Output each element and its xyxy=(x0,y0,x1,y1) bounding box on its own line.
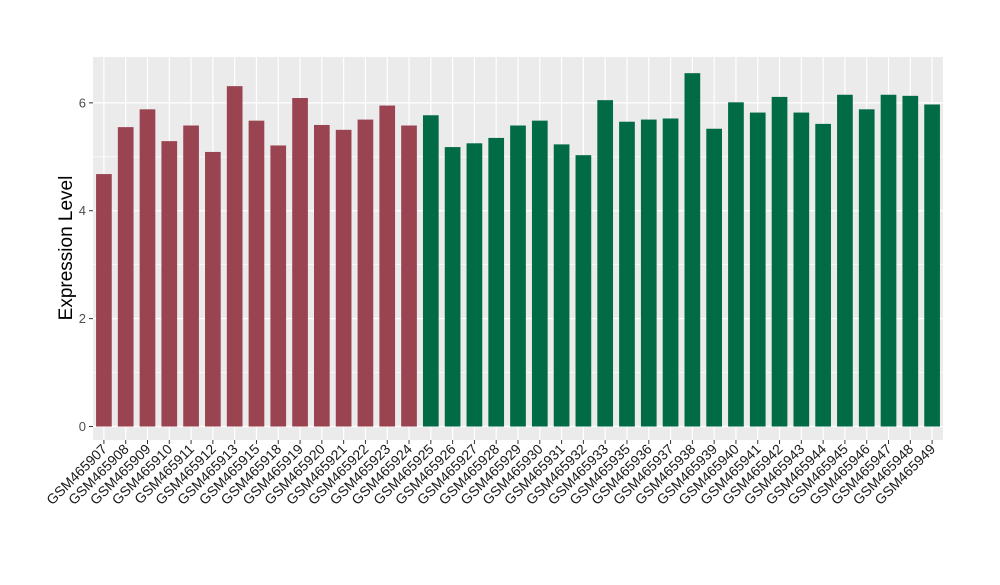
bar-GSM465913 xyxy=(226,86,243,427)
y-axis-title: Expression Level xyxy=(56,176,77,321)
bar-GSM465925 xyxy=(422,115,439,427)
bar-GSM465947 xyxy=(880,94,897,427)
bar-GSM465949 xyxy=(924,104,940,427)
bar-GSM465943 xyxy=(793,112,810,427)
bar-GSM465945 xyxy=(837,94,853,427)
bar-GSM465941 xyxy=(749,112,766,427)
bar-GSM465939 xyxy=(706,128,722,427)
bar-GSM465936 xyxy=(640,119,657,427)
bar-GSM465907 xyxy=(96,174,112,427)
bar-GSM465911 xyxy=(183,125,199,427)
bar-GSM465919 xyxy=(292,97,308,427)
y-tick-label: 0 xyxy=(79,419,86,434)
bar-GSM465921 xyxy=(335,129,352,427)
bar-GSM465929 xyxy=(510,125,526,427)
y-axis: 0 2 4 6 xyxy=(79,95,93,434)
bar-GSM465909 xyxy=(139,109,156,427)
bar-GSM465908 xyxy=(117,127,134,427)
bar-GSM465933 xyxy=(597,100,614,427)
y-tick-label: 4 xyxy=(79,203,86,218)
bar-GSM465926 xyxy=(444,147,461,427)
bar-GSM465948 xyxy=(902,95,919,427)
bar-GSM465931 xyxy=(553,144,570,427)
bar-GSM465935 xyxy=(619,121,635,427)
bar-GSM465938 xyxy=(684,73,701,427)
bar-GSM465927 xyxy=(466,143,483,427)
bar-GSM465918 xyxy=(270,145,287,427)
bar-GSM465910 xyxy=(161,141,178,427)
y-tick-label: 2 xyxy=(79,311,86,326)
bar-GSM465924 xyxy=(401,125,417,427)
x-axis: GSM465907GSM465908GSM465909GSM465910GSM4… xyxy=(43,440,938,508)
bar-GSM465923 xyxy=(379,105,396,427)
bar-GSM465930 xyxy=(531,120,548,427)
bar-GSM465942 xyxy=(771,96,788,427)
bar-GSM465937 xyxy=(662,118,679,427)
bar-GSM465944 xyxy=(815,123,831,427)
bars xyxy=(96,73,940,427)
y-tick-label: 6 xyxy=(79,95,86,110)
bar-GSM465912 xyxy=(205,151,221,427)
bar-GSM465920 xyxy=(314,124,330,427)
bar-GSM465940 xyxy=(728,102,744,427)
bar-GSM465946 xyxy=(858,109,875,427)
bar-GSM465932 xyxy=(575,155,592,427)
bar-GSM465922 xyxy=(357,119,374,427)
bar-GSM465915 xyxy=(248,120,265,427)
bar-GSM465928 xyxy=(488,137,505,427)
